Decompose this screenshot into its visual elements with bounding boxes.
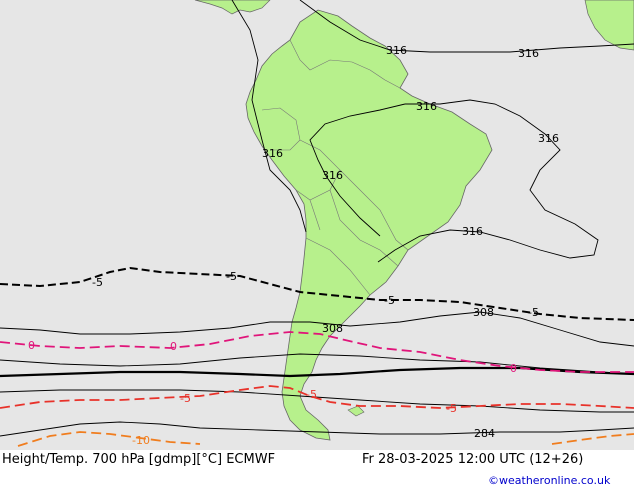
isotherm-minus10: [17, 431, 634, 447]
label-t-minus5s-a: -5: [180, 392, 191, 405]
label-t-minus5-d: -5: [528, 306, 539, 319]
contour-labels: 316 316 316 316 316 316 316 308 308 284 …: [28, 44, 559, 447]
contour-284: [0, 421, 634, 437]
isotherm-minus5-north: [0, 266, 634, 321]
label-t-0-c: 0: [510, 362, 517, 375]
contour-316-west: [231, 0, 307, 233]
contour-316-inner: [309, 103, 406, 237]
contour-316-east: [377, 99, 599, 263]
contour-292: [0, 389, 634, 413]
footer: Height/Temp. 700 hPa [gdmp][°C] ECMWF Fr…: [0, 450, 634, 490]
valid-time: Fr 28-03-2025 12:00 UTC (12+26): [362, 452, 584, 467]
label-t-minus5-c: -5: [384, 294, 395, 307]
credit-link[interactable]: ©weatheronline.co.uk: [488, 474, 611, 487]
contour-316-north: [299, 0, 634, 53]
contour-300: [0, 353, 634, 375]
label-308-b: 308: [473, 306, 494, 319]
height-contours: [0, 0, 634, 437]
isotherm-0: [0, 331, 634, 373]
label-316-g: 316: [462, 225, 483, 238]
label-t-0-a: 0: [28, 339, 35, 352]
label-316-e: 316: [262, 147, 283, 160]
isotherm-minus5-south: [0, 385, 634, 409]
label-t-minus10: -10: [132, 434, 150, 447]
land-africa: [584, 0, 634, 51]
label-316-b: 316: [518, 47, 539, 60]
label-t-minus5s-c: -5: [446, 402, 457, 415]
label-t-0-b: 0: [170, 340, 177, 353]
label-316-d: 316: [538, 132, 559, 145]
label-316-a: 316: [386, 44, 407, 57]
label-316-c: 316: [416, 100, 437, 113]
footer-background: [0, 450, 634, 490]
map-title: Height/Temp. 700 hPa [gdmp][°C] ECMWF: [2, 452, 276, 467]
label-284: 284: [474, 427, 495, 440]
label-316-f: 316: [322, 169, 343, 182]
label-t-minus5s-b: -5: [306, 388, 317, 401]
contour-308: [0, 311, 634, 347]
label-t-minus5-a: -5: [92, 276, 103, 289]
land-central-america: [194, 0, 271, 15]
label-308-a: 308: [322, 322, 343, 335]
country-borders: [261, 39, 409, 296]
land-falklands: [347, 405, 365, 417]
label-t-minus5-b: -5: [226, 270, 237, 283]
